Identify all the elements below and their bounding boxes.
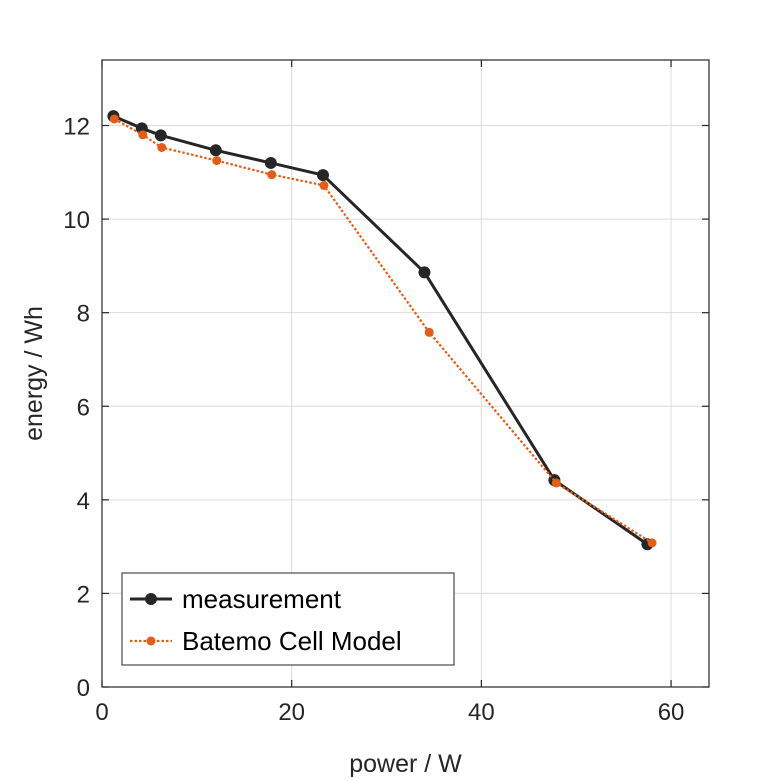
series-line — [113, 118, 653, 544]
y-tick-label: 0 — [77, 675, 90, 702]
data-point — [267, 170, 277, 180]
legend-box — [121, 572, 455, 666]
data-point — [138, 130, 148, 140]
legend: measurement Batemo Cell Model — [121, 572, 455, 666]
legend-item: Batemo Cell Model — [130, 626, 402, 656]
data-point — [647, 538, 657, 548]
legend-marker — [145, 593, 157, 605]
x-tick-label: 60 — [658, 699, 685, 726]
y-tick-label: 10 — [63, 207, 90, 234]
data-point — [212, 156, 222, 166]
y-tick-label: 4 — [77, 488, 90, 515]
data-point — [418, 266, 431, 279]
y-tick-label: 12 — [63, 114, 90, 141]
data-point — [316, 169, 329, 182]
data-point — [264, 156, 277, 169]
data-point — [424, 327, 434, 337]
series-measurement — [107, 110, 654, 551]
x-axis-label: power / W — [349, 750, 462, 778]
y-axis-label: energy / Wh — [20, 306, 48, 441]
legend-label: Batemo Cell Model — [182, 626, 402, 656]
data-point — [551, 478, 561, 488]
y-tick-label: 8 — [77, 301, 90, 328]
x-tick-label: 20 — [278, 699, 305, 726]
data-point — [157, 142, 167, 152]
series-line — [112, 114, 649, 546]
plot-area-frame — [101, 59, 710, 688]
series-batemo-cell-model — [109, 114, 657, 548]
data-point — [319, 180, 329, 190]
axis-ticks: 0 20 40 60 0 2 4 6 8 10 12 — [63, 60, 709, 726]
data-point — [109, 114, 119, 124]
legend-label: measurement — [182, 584, 342, 614]
data-point — [209, 144, 222, 157]
series-layer — [107, 110, 657, 551]
x-tick-label: 0 — [95, 699, 108, 726]
data-point — [154, 129, 167, 142]
legend-marker — [146, 636, 156, 646]
legend-item: measurement — [130, 584, 342, 614]
y-tick-label: 6 — [77, 394, 90, 421]
legend-items: measurement Batemo Cell Model — [130, 584, 402, 656]
y-tick-label: 2 — [77, 581, 90, 608]
x-tick-label: 40 — [468, 699, 495, 726]
